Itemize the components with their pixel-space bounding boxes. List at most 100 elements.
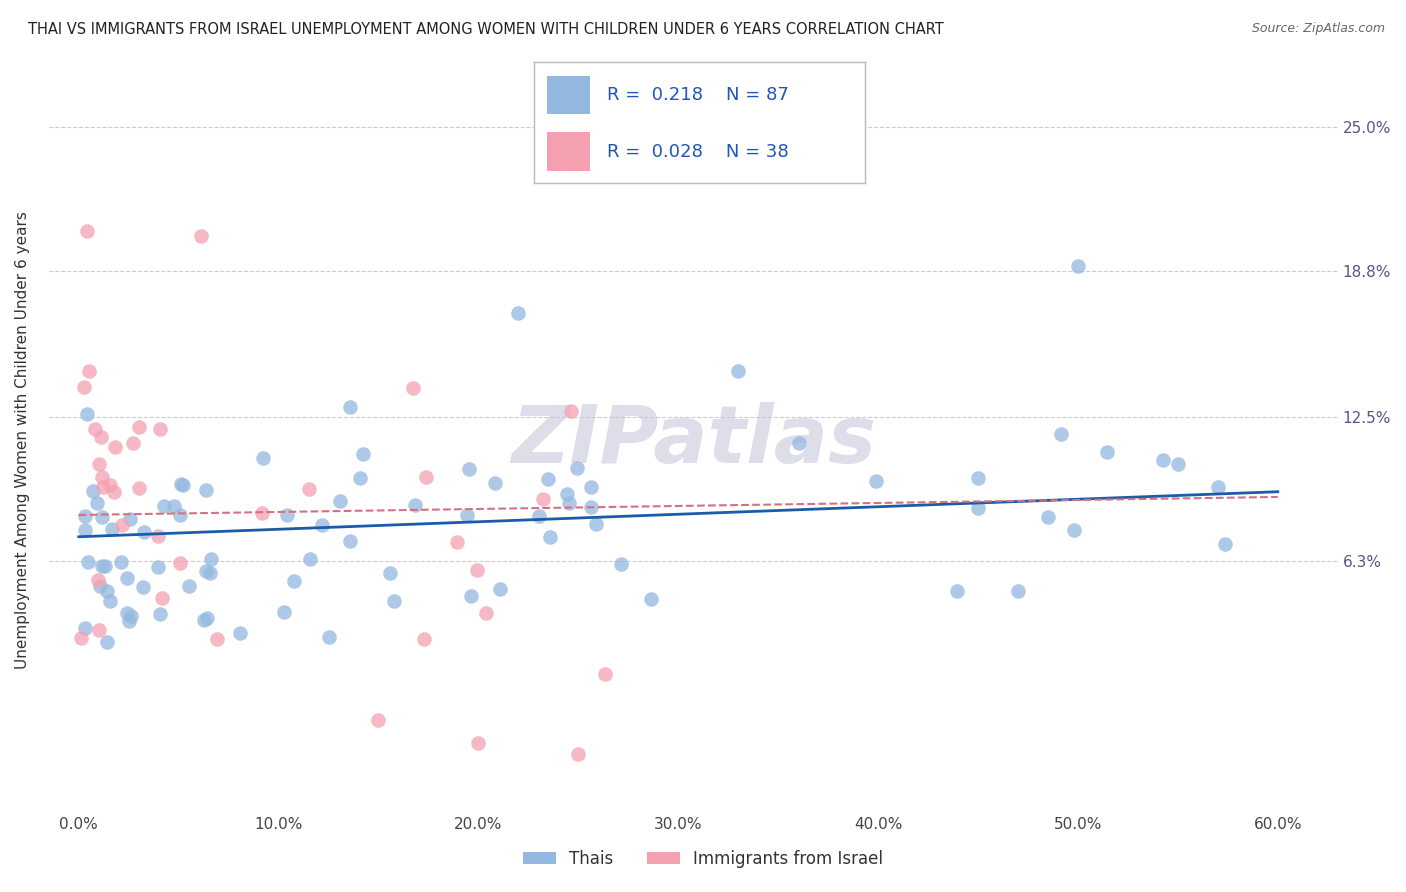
Text: Source: ZipAtlas.com: Source: ZipAtlas.com	[1251, 22, 1385, 36]
Point	[527, 509, 550, 524]
Point	[531, 491, 554, 506]
Point	[205, 632, 228, 647]
Point	[1049, 427, 1071, 442]
Point	[103, 440, 125, 454]
Point	[118, 614, 141, 628]
Point	[146, 529, 169, 543]
Point	[727, 364, 749, 378]
Text: R =  0.218    N = 87: R = 0.218 N = 87	[607, 86, 789, 104]
Point	[1167, 457, 1189, 471]
Point	[101, 523, 124, 537]
Point	[593, 667, 616, 681]
Point	[339, 400, 361, 414]
Point	[149, 422, 172, 436]
Point	[87, 457, 110, 471]
Point	[198, 566, 221, 581]
Point	[128, 420, 150, 434]
Point	[111, 518, 134, 533]
Point	[134, 524, 156, 539]
Point	[103, 484, 125, 499]
Point	[413, 632, 436, 646]
Point	[90, 430, 112, 444]
Point	[169, 556, 191, 570]
Point	[560, 404, 582, 418]
Point	[283, 574, 305, 588]
Point	[77, 364, 100, 378]
Point	[195, 483, 218, 498]
Point	[96, 584, 118, 599]
Point	[73, 380, 96, 394]
Point	[567, 747, 589, 762]
Point	[73, 508, 96, 523]
Y-axis label: Unemployment Among Women with Children Under 6 years: Unemployment Among Women with Children U…	[15, 211, 30, 670]
Point	[311, 517, 333, 532]
Point	[807, 154, 830, 169]
Point	[69, 631, 91, 645]
Point	[967, 471, 990, 485]
Point	[73, 523, 96, 537]
Point	[82, 484, 104, 499]
Point	[382, 594, 405, 608]
Point	[558, 496, 581, 510]
Point	[170, 477, 193, 491]
Point	[488, 582, 510, 596]
Point	[91, 559, 114, 574]
Point	[76, 407, 98, 421]
Point	[76, 224, 98, 238]
Point	[91, 470, 114, 484]
Point	[96, 635, 118, 649]
Point	[640, 591, 662, 606]
Text: ZIPatlas: ZIPatlas	[510, 401, 876, 480]
Point	[94, 558, 117, 573]
Point	[484, 476, 506, 491]
Point	[89, 623, 111, 637]
Point	[118, 512, 141, 526]
Legend: Thais, Immigrants from Israel: Thais, Immigrants from Israel	[516, 844, 890, 875]
Point	[276, 508, 298, 523]
Point	[557, 487, 579, 501]
Point	[415, 469, 437, 483]
Point	[273, 605, 295, 619]
Point	[465, 563, 488, 577]
Point	[200, 552, 222, 566]
Point	[460, 589, 482, 603]
Point	[404, 498, 426, 512]
Point	[150, 591, 173, 606]
Point	[579, 500, 602, 514]
Point	[537, 472, 560, 486]
Text: R =  0.028    N = 38: R = 0.028 N = 38	[607, 143, 789, 161]
Point	[328, 494, 350, 508]
Point	[172, 478, 194, 492]
Bar	[547, 132, 591, 171]
Point	[402, 381, 425, 395]
Point	[1067, 259, 1090, 273]
Point	[585, 516, 607, 531]
Point	[146, 560, 169, 574]
Text: THAI VS IMMIGRANTS FROM ISRAEL UNEMPLOYMENT AMONG WOMEN WITH CHILDREN UNDER 6 YE: THAI VS IMMIGRANTS FROM ISRAEL UNEMPLOYM…	[28, 22, 943, 37]
Point	[75, 621, 97, 635]
Point	[475, 607, 498, 621]
Point	[110, 555, 132, 569]
Point	[115, 571, 138, 585]
Point	[115, 607, 138, 621]
Point	[169, 508, 191, 522]
Point	[250, 507, 273, 521]
Point	[1206, 480, 1229, 494]
Point	[378, 566, 401, 580]
Point	[87, 573, 110, 587]
Point	[1213, 537, 1236, 551]
Point	[538, 530, 561, 544]
Point	[128, 482, 150, 496]
Point	[179, 579, 201, 593]
Point	[349, 471, 371, 485]
Point	[865, 475, 887, 489]
Point	[353, 447, 375, 461]
Point	[565, 460, 588, 475]
Point	[367, 713, 389, 727]
Point	[298, 482, 321, 496]
Point	[318, 631, 340, 645]
Point	[252, 450, 274, 465]
Point	[467, 736, 489, 750]
Point	[458, 462, 481, 476]
Point	[131, 581, 153, 595]
